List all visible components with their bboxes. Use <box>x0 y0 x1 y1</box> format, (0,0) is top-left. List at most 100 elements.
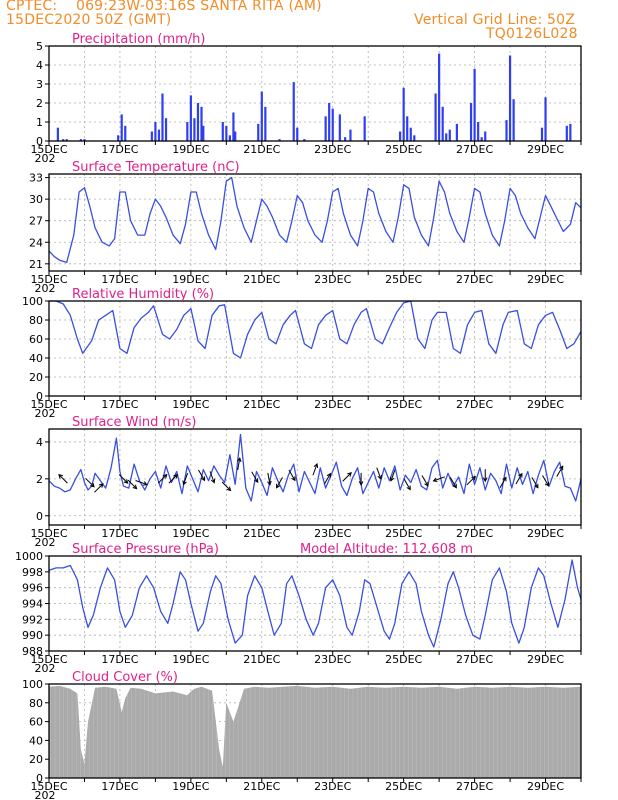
pressure-xtick-label: 19DEC <box>172 653 209 666</box>
wind-vector-arrow <box>376 467 382 480</box>
precip-bar <box>196 103 200 141</box>
cloud-ytick-label: 80 <box>29 697 43 710</box>
precip-bar <box>565 125 568 141</box>
precip-bar <box>56 127 59 141</box>
cloud-xtick-label: 25DEC <box>385 780 422 793</box>
precip-bar <box>455 123 458 141</box>
wind-vector-arrowhead <box>58 473 63 479</box>
humidity-ytick-label: 20 <box>29 371 43 384</box>
wind-vector-arrow <box>433 476 445 482</box>
wind-vector-arrow <box>342 472 352 482</box>
wind-vector-arrowhead <box>226 486 232 492</box>
wind-vector-arrowhead <box>313 462 319 469</box>
wind-vector-arrowhead <box>123 479 129 484</box>
precip-bar <box>448 129 451 141</box>
precip-bar <box>117 135 120 141</box>
wind-vector-arrow <box>237 458 241 471</box>
precip-bar <box>292 82 295 141</box>
wind-vector-arrow <box>531 477 539 488</box>
precip-xtick-label: 27DEC <box>456 143 493 156</box>
humidity-xtick-label: 15DEC <box>30 398 67 411</box>
precip-bar <box>120 114 123 141</box>
wind-vector-arrowhead <box>452 483 457 489</box>
temperature-xtick-label: 17DEC <box>101 273 138 286</box>
wind-vector-arrow <box>515 473 523 485</box>
temperature-xtick-label: 27DEC <box>456 273 493 286</box>
wind-vector-arrow <box>85 477 95 488</box>
wind-series-line <box>48 433 582 502</box>
precip-bar <box>83 139 86 141</box>
wind-vector-arrowhead <box>534 483 539 489</box>
wind-vector-arrow <box>135 480 148 486</box>
wind-vector-arrowhead <box>210 478 216 484</box>
precip-bar <box>480 137 483 141</box>
precip-xtick-label: 29DEC <box>527 143 564 156</box>
humidity-xtick-label: 19DEC <box>172 398 209 411</box>
cloud-ytick-label: 60 <box>29 716 43 729</box>
precip-panel-title: Precipitation (mm/h) <box>72 32 205 47</box>
pressure-series-line <box>48 559 582 648</box>
humidity-ytick-label: 0 <box>36 390 43 403</box>
pressure-ytick-label: 998 <box>22 566 43 579</box>
precip-bar <box>477 122 480 141</box>
precip-bar <box>544 97 547 141</box>
wind-vector-arrowhead <box>502 476 507 482</box>
precip-bar <box>303 139 306 141</box>
temperature-year-stub: 202 <box>35 282 56 295</box>
precip-bar <box>189 95 192 141</box>
cloud-frame <box>48 683 582 779</box>
pressure-ytick-label: 994 <box>22 598 43 611</box>
wind-vector-arrow <box>267 472 271 485</box>
pressure-ytick-label: 992 <box>22 613 43 626</box>
precip-frame <box>48 45 582 142</box>
header-source-label: CPTEC: <box>6 0 58 14</box>
cloud-ytick-label: 40 <box>29 734 43 747</box>
wind-ytick-label: 4 <box>36 436 43 449</box>
wind-vector-arrowhead <box>347 472 352 477</box>
precip-ytick-label: 0 <box>36 135 43 148</box>
precip-bar <box>338 114 341 141</box>
precip-ytick-label: 3 <box>36 78 43 91</box>
precip-bar <box>264 106 267 141</box>
wind-vector-arrowhead <box>544 481 550 487</box>
precip-bar <box>164 118 168 141</box>
precip-xtick-label: 21DEC <box>243 143 280 156</box>
precip-bar <box>508 55 512 141</box>
precip-bar <box>413 135 416 141</box>
cloud-year-stub: 202 <box>35 789 56 800</box>
wind-vector-arrow <box>183 473 189 485</box>
wind-vector-arrow <box>198 469 205 481</box>
pressure-xtick-label: 21DEC <box>243 653 280 666</box>
cloud-xtick-label: 29DEC <box>527 780 564 793</box>
temperature-ytick-label: 33 <box>29 172 43 185</box>
wind-vector-arrow <box>221 481 231 491</box>
temperature-ytick-label: 30 <box>29 193 43 206</box>
pressure-xtick-label: 29DEC <box>527 653 564 666</box>
wind-xtick-label: 23DEC <box>314 527 351 540</box>
wind-vector-arrowhead <box>254 478 259 484</box>
wind-vector-arrow <box>449 477 457 488</box>
wind-ytick-label: 2 <box>36 473 43 486</box>
wind-vector-arrowhead <box>276 483 281 489</box>
precip-bar <box>324 116 327 141</box>
wind-vector-arrowhead <box>406 485 411 491</box>
header-run-id: TQ0126L028 <box>486 26 578 42</box>
pressure-ytick-label: 990 <box>22 629 43 642</box>
pressure-xtick-label: 27DEC <box>456 653 493 666</box>
precip-bar <box>484 131 487 141</box>
wind-vector-arrow <box>421 475 429 487</box>
wind-vector-arrow <box>556 466 564 477</box>
cloud-xtick-label: 17DEC <box>101 780 138 793</box>
precip-bar <box>193 118 196 141</box>
temperature-xtick-label: 29DEC <box>527 273 564 286</box>
wind-vector-arrow <box>58 474 68 484</box>
precip-bar <box>202 125 205 141</box>
wind-vector-arrow <box>466 476 476 486</box>
humidity-xtick-label: 17DEC <box>101 398 138 411</box>
temperature-frame <box>48 173 582 272</box>
wind-xtick-label: 27DEC <box>456 527 493 540</box>
humidity-ytick-label: 60 <box>29 333 43 346</box>
pressure-xtick-label: 23DEC <box>314 653 351 666</box>
precip-ytick-label: 4 <box>36 59 43 72</box>
wind-vector-arrowhead <box>432 477 438 482</box>
